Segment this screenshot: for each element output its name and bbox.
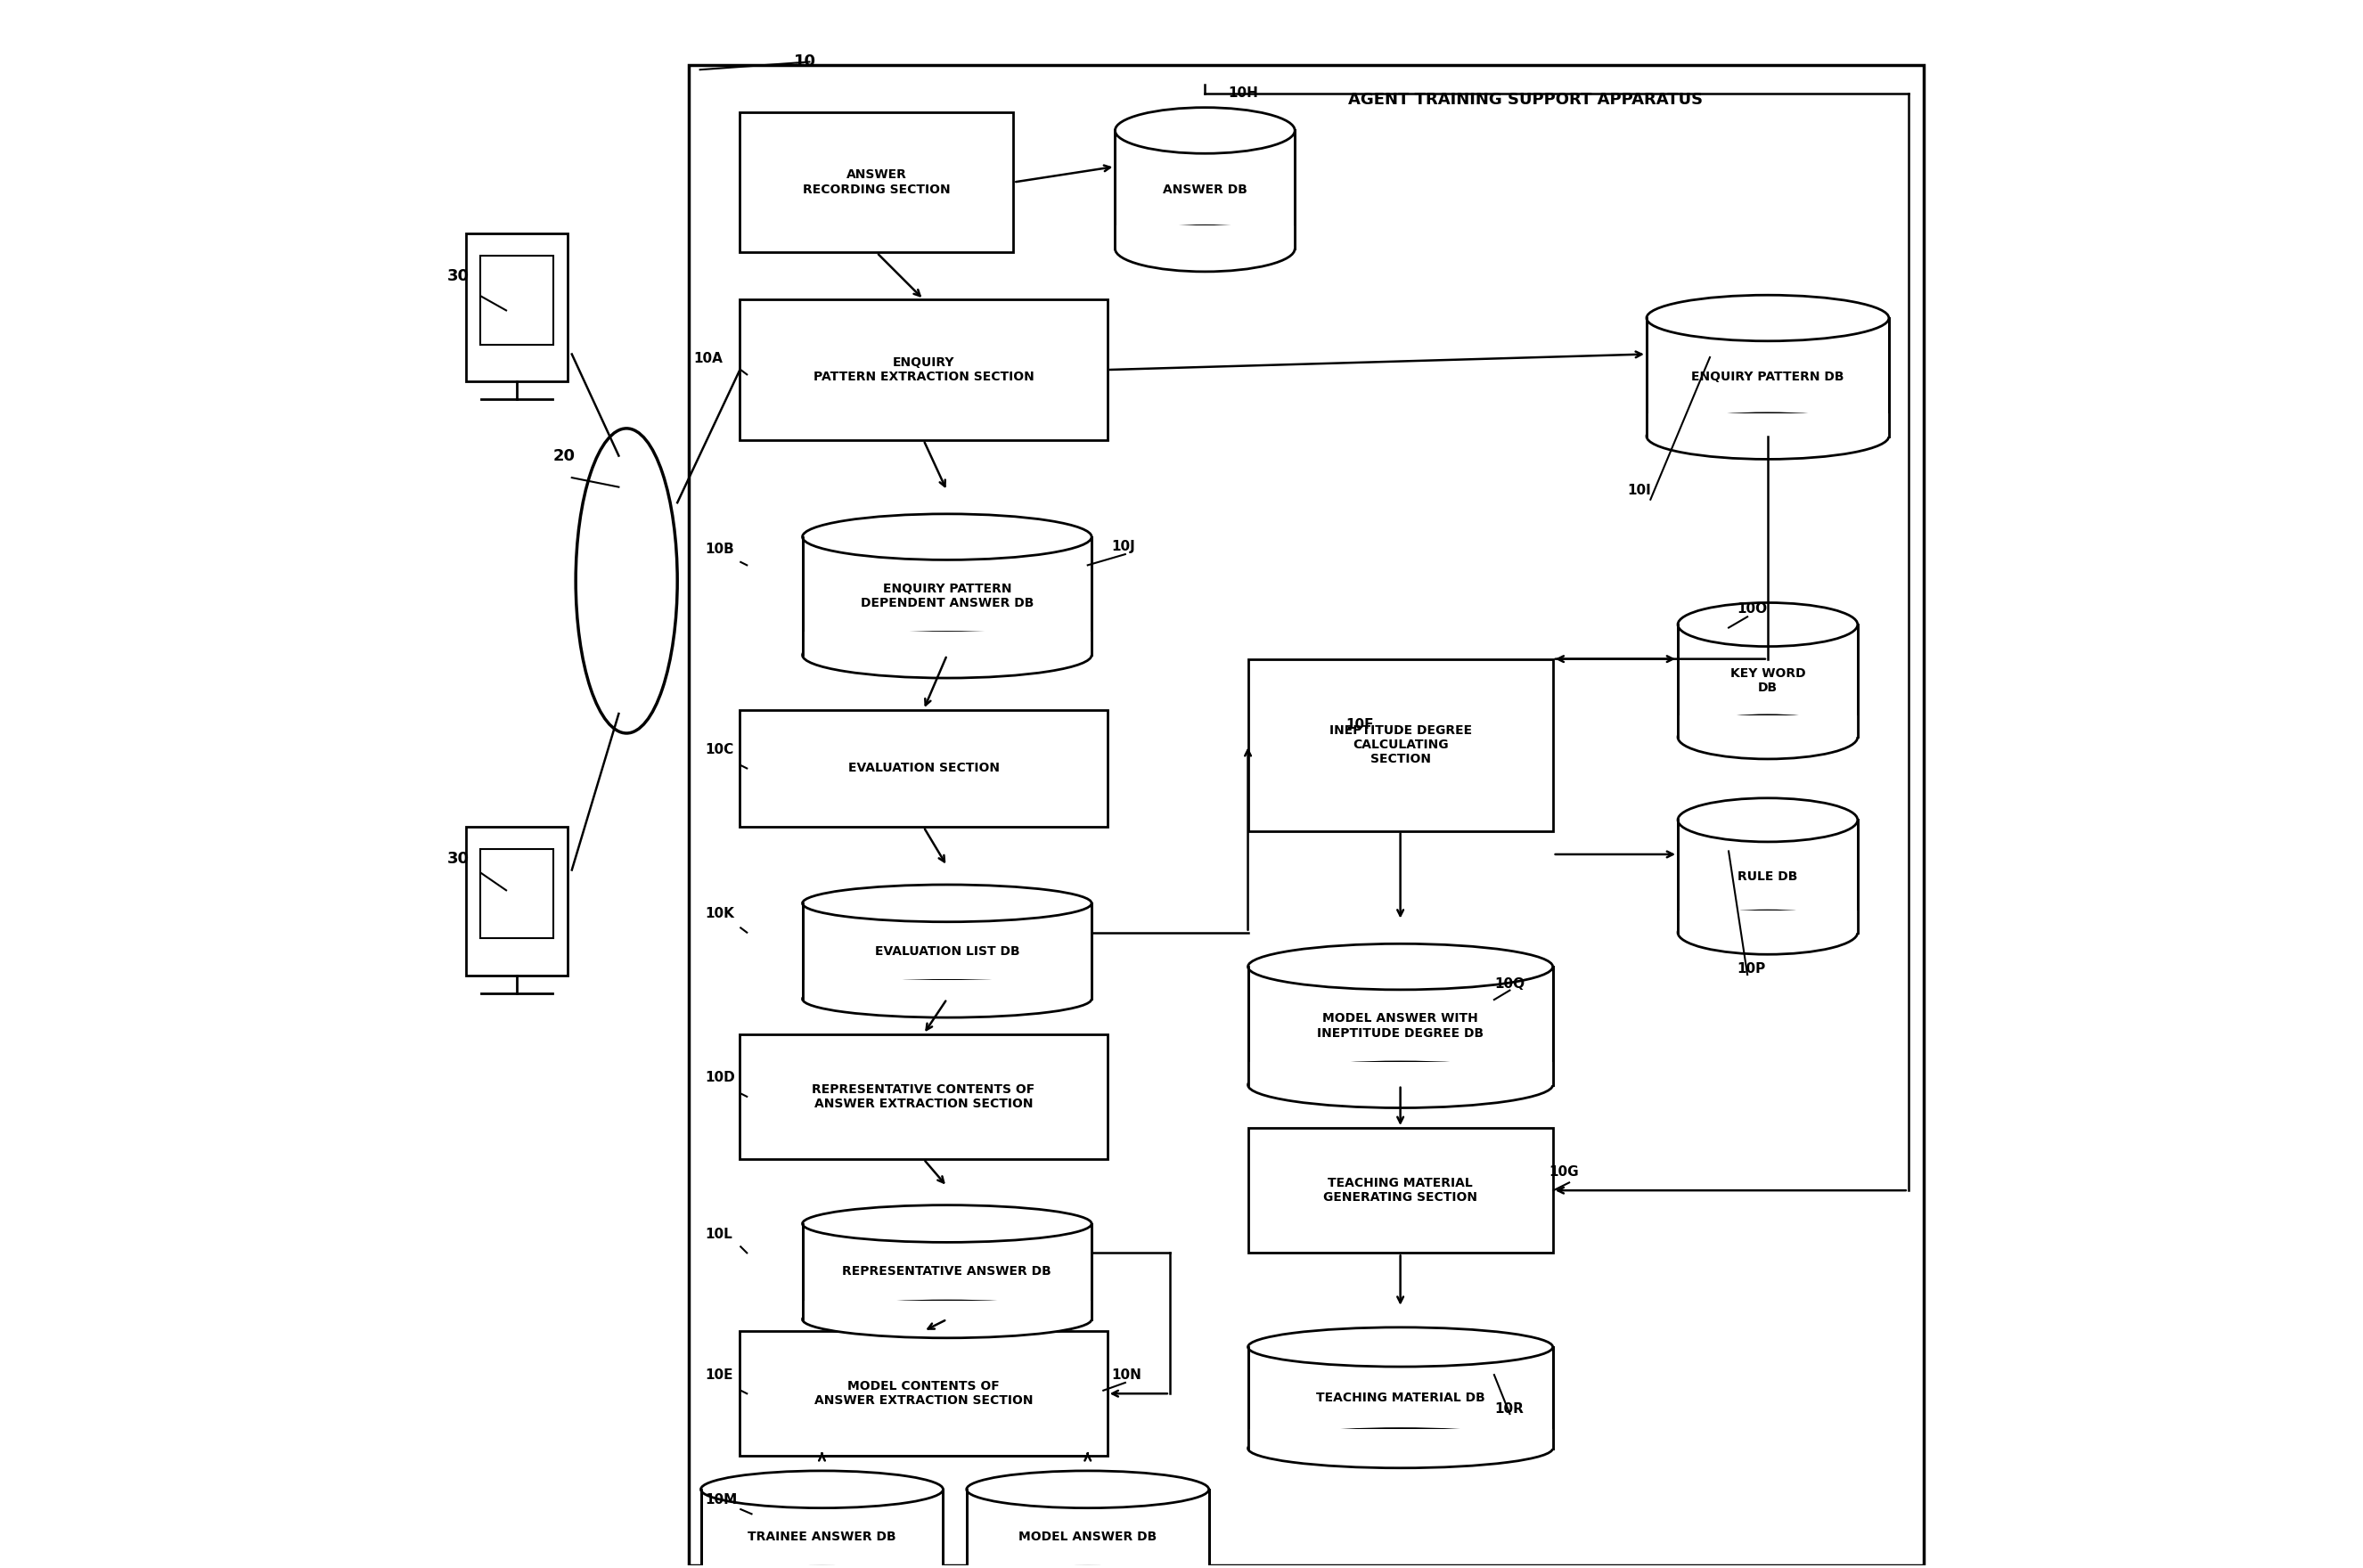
Text: INEPTITUDE DEGREE
CALCULATING
SECTION: INEPTITUDE DEGREE CALCULATING SECTION	[1328, 724, 1472, 765]
Text: ANSWER DB: ANSWER DB	[1163, 183, 1248, 196]
Bar	[803, 536, 1092, 655]
Ellipse shape	[702, 1471, 943, 1508]
Text: 30: 30	[447, 268, 468, 284]
Ellipse shape	[1678, 911, 1857, 955]
Bar	[740, 299, 1108, 441]
Ellipse shape	[1678, 715, 1857, 759]
Bar	[1115, 226, 1295, 249]
Bar	[1248, 1428, 1552, 1449]
Bar	[740, 1331, 1108, 1457]
Ellipse shape	[1248, 944, 1552, 989]
Ellipse shape	[803, 1206, 1092, 1242]
Ellipse shape	[1115, 108, 1295, 154]
Text: 10E: 10E	[704, 1369, 733, 1381]
Bar	[1678, 624, 1857, 737]
Ellipse shape	[1678, 798, 1857, 842]
Text: 10L: 10L	[704, 1228, 733, 1240]
Text: 30: 30	[447, 851, 468, 867]
Bar	[1115, 130, 1295, 249]
Ellipse shape	[1248, 1062, 1552, 1109]
Ellipse shape	[803, 514, 1092, 560]
Text: TRAINEE ANSWER DB: TRAINEE ANSWER DB	[747, 1530, 896, 1543]
Bar	[1248, 1347, 1552, 1449]
Text: 10H: 10H	[1229, 86, 1259, 100]
Ellipse shape	[966, 1471, 1210, 1508]
Text: ANSWER
RECORDING SECTION: ANSWER RECORDING SECTION	[803, 169, 950, 196]
Text: 10M: 10M	[704, 1493, 737, 1507]
Bar	[466, 234, 567, 381]
Ellipse shape	[1115, 226, 1295, 271]
Ellipse shape	[1248, 1328, 1552, 1367]
Text: 10O: 10O	[1737, 602, 1768, 616]
Text: 10: 10	[794, 53, 815, 71]
Text: 20: 20	[553, 448, 574, 464]
Bar	[740, 710, 1108, 826]
Text: 10A: 10A	[695, 353, 723, 365]
Text: 10P: 10P	[1737, 961, 1765, 975]
Text: TEACHING MATERIAL DB: TEACHING MATERIAL DB	[1316, 1391, 1484, 1403]
Bar	[803, 980, 1092, 999]
Text: MODEL ANSWER DB: MODEL ANSWER DB	[1018, 1530, 1158, 1543]
Text: MODEL CONTENTS OF
ANSWER EXTRACTION SECTION: MODEL CONTENTS OF ANSWER EXTRACTION SECT…	[815, 1380, 1033, 1406]
Bar	[480, 256, 553, 345]
Text: KEY WORD
DB: KEY WORD DB	[1730, 668, 1805, 695]
Bar	[702, 1490, 943, 1568]
Bar	[690, 64, 1923, 1565]
Text: 10N: 10N	[1111, 1369, 1141, 1381]
Text: EVALUATION SECTION: EVALUATION SECTION	[848, 762, 1000, 775]
Ellipse shape	[803, 1301, 1092, 1338]
Ellipse shape	[803, 632, 1092, 677]
Ellipse shape	[1248, 1428, 1552, 1468]
Ellipse shape	[803, 980, 1092, 1018]
Bar	[803, 903, 1092, 999]
Text: RULE DB: RULE DB	[1737, 870, 1798, 883]
Text: 10K: 10K	[704, 906, 735, 920]
Bar	[1678, 820, 1857, 933]
Text: ENQUIRY PATTERN
DEPENDENT ANSWER DB: ENQUIRY PATTERN DEPENDENT ANSWER DB	[860, 583, 1033, 610]
Bar	[1678, 911, 1857, 933]
Text: 10R: 10R	[1493, 1402, 1524, 1416]
Ellipse shape	[1647, 295, 1888, 340]
Text: REPRESENTATIVE CONTENTS OF
ANSWER EXTRACTION SECTION: REPRESENTATIVE CONTENTS OF ANSWER EXTRAC…	[813, 1083, 1035, 1110]
Text: REPRESENTATIVE ANSWER DB: REPRESENTATIVE ANSWER DB	[844, 1265, 1052, 1278]
Text: 10F: 10F	[1345, 718, 1373, 731]
Ellipse shape	[803, 884, 1092, 922]
Text: 10Q: 10Q	[1493, 977, 1524, 991]
Text: 10J: 10J	[1111, 539, 1134, 554]
Bar	[480, 850, 553, 938]
Text: AGENT TRAINING SUPPORT APPARATUS: AGENT TRAINING SUPPORT APPARATUS	[1347, 91, 1704, 107]
Bar	[466, 826, 567, 975]
Bar	[966, 1490, 1210, 1568]
Text: 10D: 10D	[704, 1071, 735, 1085]
Text: ENQUIRY PATTERN DB: ENQUIRY PATTERN DB	[1692, 372, 1843, 383]
Text: MODEL ANSWER WITH
INEPTITUDE DEGREE DB: MODEL ANSWER WITH INEPTITUDE DEGREE DB	[1316, 1013, 1484, 1040]
Text: 10I: 10I	[1628, 483, 1652, 497]
Ellipse shape	[577, 428, 678, 734]
Text: EVALUATION LIST DB: EVALUATION LIST DB	[874, 946, 1018, 958]
Text: 10B: 10B	[704, 543, 735, 557]
Text: 10G: 10G	[1548, 1165, 1578, 1178]
Bar	[1647, 318, 1888, 436]
Text: ENQUIRY
PATTERN EXTRACTION SECTION: ENQUIRY PATTERN EXTRACTION SECTION	[813, 356, 1035, 383]
Bar	[803, 1301, 1092, 1319]
Bar	[740, 1033, 1108, 1159]
Bar	[1248, 659, 1552, 831]
Bar	[1678, 715, 1857, 737]
Bar	[740, 111, 1014, 252]
Text: 10C: 10C	[704, 743, 733, 756]
Bar	[803, 632, 1092, 655]
Bar	[1248, 1127, 1552, 1253]
Ellipse shape	[1647, 414, 1888, 459]
Bar	[1248, 967, 1552, 1085]
Ellipse shape	[1678, 602, 1857, 646]
Bar	[803, 1223, 1092, 1319]
Text: TEACHING MATERIAL
GENERATING SECTION: TEACHING MATERIAL GENERATING SECTION	[1323, 1178, 1477, 1204]
Bar	[1647, 414, 1888, 436]
Bar	[1248, 1062, 1552, 1085]
